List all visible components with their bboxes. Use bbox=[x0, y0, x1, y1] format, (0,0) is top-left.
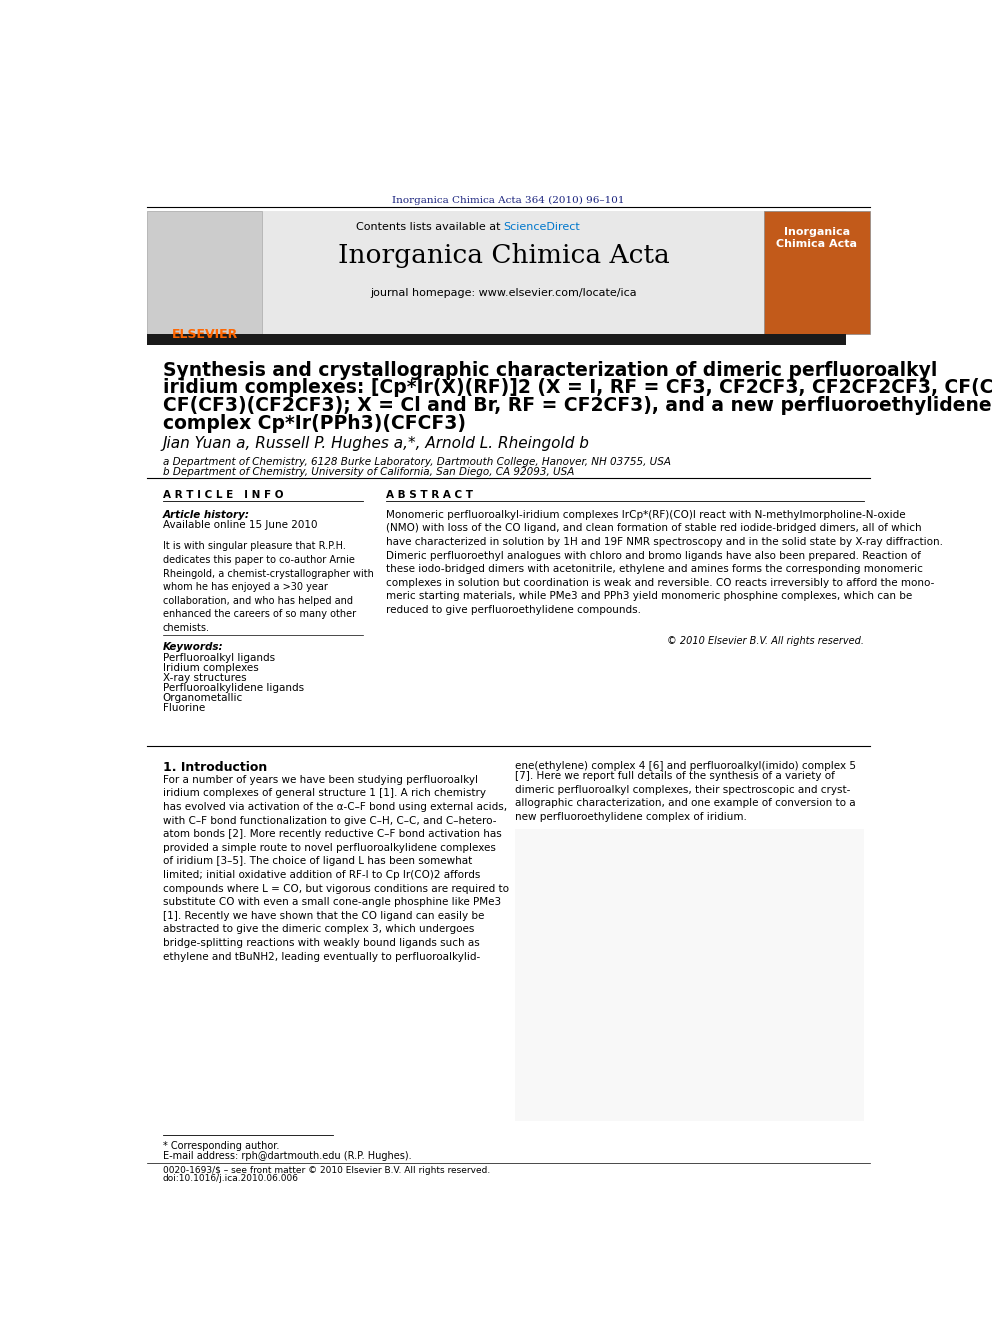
Text: Inorganica Chimica Acta 364 (2010) 96–101: Inorganica Chimica Acta 364 (2010) 96–10… bbox=[392, 196, 625, 205]
Text: Jian Yuan a, Russell P. Hughes a,*, Arnold L. Rheingold b: Jian Yuan a, Russell P. Hughes a,*, Arno… bbox=[163, 437, 589, 451]
Text: Fluorine: Fluorine bbox=[163, 703, 205, 713]
Text: ScienceDirect: ScienceDirect bbox=[504, 222, 580, 232]
Bar bbox=[147, 335, 846, 345]
Text: A B S T R A C T: A B S T R A C T bbox=[386, 490, 473, 500]
Text: iridium complexes: [Cp*Ir(X)(RF)]2 (X = I, RF = CF3, CF2CF3, CF2CF2CF3, CF(CF3)2: iridium complexes: [Cp*Ir(X)(RF)]2 (X = … bbox=[163, 378, 992, 397]
Text: ELSEVIER: ELSEVIER bbox=[172, 328, 238, 341]
Bar bbox=[764, 212, 870, 335]
Text: A R T I C L E   I N F O: A R T I C L E I N F O bbox=[163, 490, 284, 500]
Text: Inorganica
Chimica Acta: Inorganica Chimica Acta bbox=[777, 226, 857, 249]
Text: b Department of Chemistry, University of California, San Diego, CA 92093, USA: b Department of Chemistry, University of… bbox=[163, 467, 574, 476]
Text: E-mail address: rph@dartmouth.edu (R.P. Hughes).: E-mail address: rph@dartmouth.edu (R.P. … bbox=[163, 1151, 412, 1160]
Text: Synthesis and crystallographic characterization of dimeric perfluoroalkyl: Synthesis and crystallographic character… bbox=[163, 360, 937, 380]
Bar bbox=[147, 212, 846, 335]
Bar bbox=[147, 212, 262, 335]
Text: Inorganica Chimica Acta: Inorganica Chimica Acta bbox=[338, 243, 670, 269]
Text: 1. Introduction: 1. Introduction bbox=[163, 761, 267, 774]
Text: Article history:: Article history: bbox=[163, 509, 250, 520]
Text: Iridium complexes: Iridium complexes bbox=[163, 663, 259, 673]
Text: X-ray structures: X-ray structures bbox=[163, 673, 246, 683]
Bar bbox=[516, 828, 864, 1122]
Text: Keywords:: Keywords: bbox=[163, 643, 223, 652]
Text: 0020-1693/$ – see front matter © 2010 Elsevier B.V. All rights reserved.: 0020-1693/$ – see front matter © 2010 El… bbox=[163, 1166, 490, 1175]
Text: a Department of Chemistry, 6128 Burke Laboratory, Dartmouth College, Hanover, NH: a Department of Chemistry, 6128 Burke La… bbox=[163, 456, 671, 467]
Text: ene(ethylene) complex 4 [6] and perfluoroalkyl(imido) complex 5: ene(ethylene) complex 4 [6] and perfluor… bbox=[516, 761, 856, 771]
Text: journal homepage: www.elsevier.com/locate/ica: journal homepage: www.elsevier.com/locat… bbox=[370, 288, 637, 298]
Text: * Corresponding author.: * Corresponding author. bbox=[163, 1140, 279, 1151]
Text: Contents lists available at: Contents lists available at bbox=[356, 222, 504, 232]
Text: complex Cp*Ir(PPh3)(CFCF3): complex Cp*Ir(PPh3)(CFCF3) bbox=[163, 414, 466, 433]
Text: Monomeric perfluoroalkyl-iridium complexes IrCp*(RF)(CO)I react with N-methylmor: Monomeric perfluoroalkyl-iridium complex… bbox=[386, 509, 943, 615]
Text: Organometallic: Organometallic bbox=[163, 693, 243, 703]
Text: CF(CF3)(CF2CF3); X = Cl and Br, RF = CF2CF3), and a new perfluoroethylidene: CF(CF3)(CF2CF3); X = Cl and Br, RF = CF2… bbox=[163, 396, 991, 415]
Text: [7]. Here we report full details of the synthesis of a variety of
dimeric perflu: [7]. Here we report full details of the … bbox=[516, 771, 856, 822]
Text: Perfluoroalkylidene ligands: Perfluoroalkylidene ligands bbox=[163, 683, 304, 693]
Text: Perfluoroalkyl ligands: Perfluoroalkyl ligands bbox=[163, 654, 275, 663]
Text: It is with singular pleasure that R.P.H.
dedicates this paper to co-author Arnie: It is with singular pleasure that R.P.H.… bbox=[163, 541, 374, 632]
Text: For a number of years we have been studying perfluoroalkyl
iridium complexes of : For a number of years we have been study… bbox=[163, 775, 509, 962]
Text: Available online 15 June 2010: Available online 15 June 2010 bbox=[163, 520, 317, 531]
Text: © 2010 Elsevier B.V. All rights reserved.: © 2010 Elsevier B.V. All rights reserved… bbox=[668, 636, 864, 646]
Text: doi:10.1016/j.ica.2010.06.006: doi:10.1016/j.ica.2010.06.006 bbox=[163, 1174, 299, 1183]
